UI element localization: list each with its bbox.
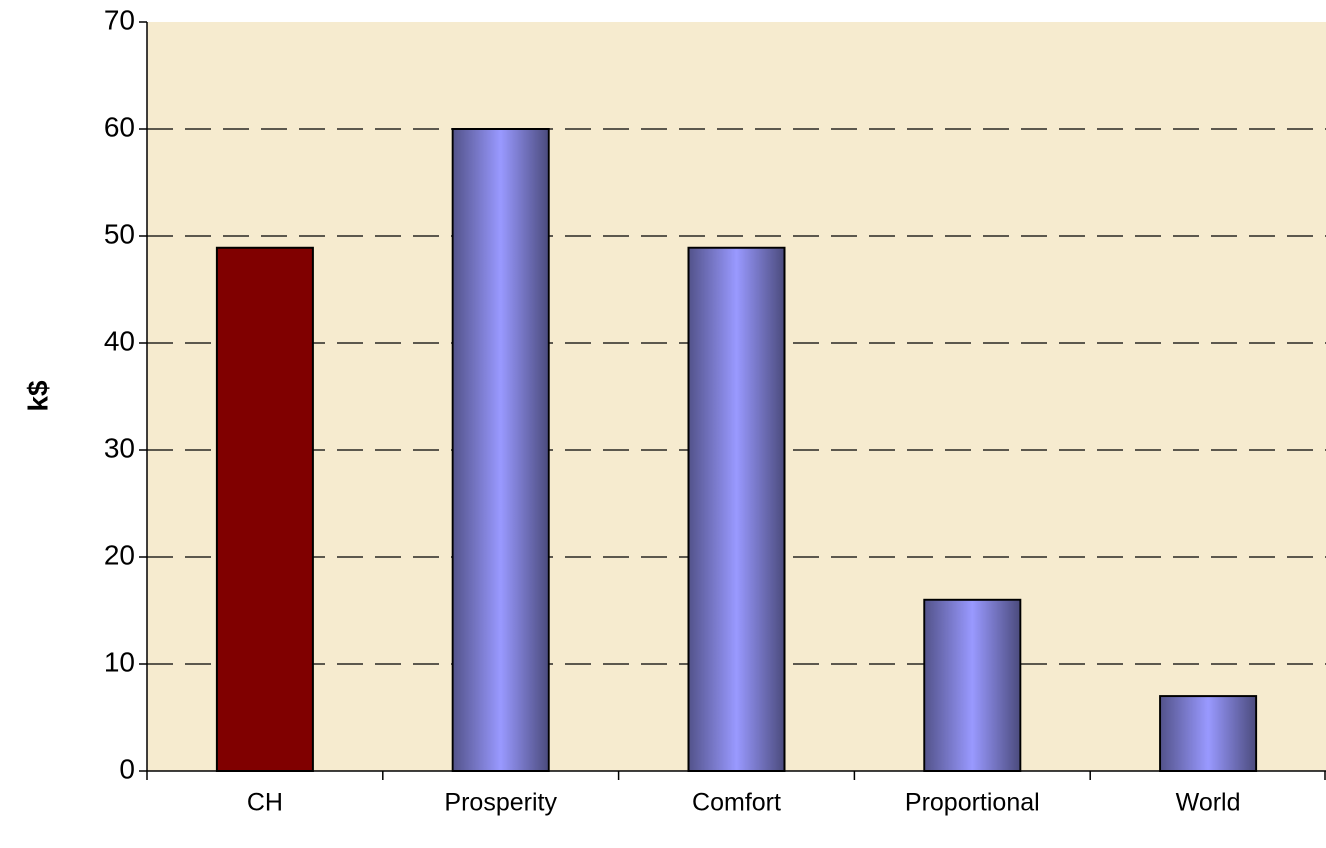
bar-shading: [453, 130, 548, 770]
y-tick-label: 10: [104, 646, 135, 677]
bar-shading: [689, 248, 784, 770]
y-tick-label: 70: [104, 4, 135, 35]
bar-shading: [925, 600, 1020, 770]
y-tick-label: 20: [104, 539, 135, 570]
y-tick-label: 40: [104, 325, 135, 356]
x-tick-label: Proportional: [905, 789, 1040, 817]
x-tick-label: Comfort: [692, 789, 781, 817]
y-axis-title: k$: [22, 380, 53, 412]
x-tick-label: Prosperity: [444, 789, 557, 817]
bar-shading: [1161, 697, 1256, 770]
y-tick-label: 60: [104, 111, 135, 142]
x-tick-label: CH: [247, 789, 283, 817]
y-tick-label: 0: [119, 753, 135, 784]
y-tick-label: 30: [104, 432, 135, 463]
x-tick-label: World: [1176, 789, 1241, 817]
y-tick-label: 50: [104, 218, 135, 249]
bar: [215, 246, 314, 772]
